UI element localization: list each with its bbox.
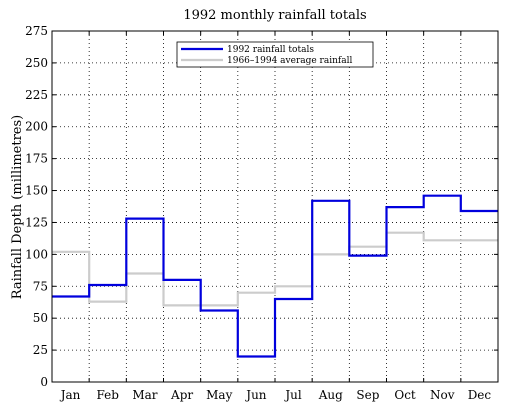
axes: 0 25 50 75 100 125 150 175 200 225 250 275 Jan Feb Mar…	[25, 24, 498, 402]
x-tick-label-nov: Nov	[430, 388, 455, 402]
x-tick-label-jan: Jan	[59, 388, 81, 402]
x-tick-label-jul: Jul	[283, 388, 302, 402]
x-tick-label-mar: Mar	[132, 388, 157, 402]
legend-box	[176, 41, 374, 68]
y-tick-label: 150	[25, 184, 48, 198]
x-tick-label-jun: Jun	[244, 388, 267, 402]
x-tick-label-sep: Sep	[356, 388, 379, 402]
x-tick-label-aug: Aug	[318, 388, 343, 402]
y-tick-label: 225	[25, 88, 48, 102]
y-axis-label: Rainfall Depth (millimetres)	[10, 115, 25, 299]
y-tick-label: 275	[25, 24, 48, 38]
y-tick-label: 125	[25, 215, 48, 229]
y-tick-label: 250	[25, 56, 48, 70]
series-line-1	[52, 194, 498, 358]
legend-label-2: 1966–1994 average rainfall	[227, 56, 352, 66]
y-tick-label: 75	[33, 279, 48, 293]
x-tick-label-feb: Feb	[97, 388, 120, 402]
y-tick-label: 25	[33, 343, 48, 357]
legend-label-1: 1992 rainfall totals	[227, 45, 314, 55]
x-tick-label-dec: Dec	[468, 388, 492, 402]
y-tick-label: 100	[25, 247, 48, 261]
x-tick-label-apr: Apr	[170, 388, 193, 402]
y-tick-label: 0	[40, 375, 48, 389]
chart-title: 1992 monthly rainfall totals	[183, 8, 366, 23]
x-tick-label-oct: Oct	[394, 388, 416, 402]
series-group	[52, 194, 498, 358]
y-tick-label: 50	[33, 311, 48, 325]
y-tick-label: 200	[25, 120, 48, 134]
series-line-2	[52, 231, 498, 307]
y-tick-label: 175	[25, 152, 48, 166]
x-tick-label-may: May	[206, 388, 232, 402]
